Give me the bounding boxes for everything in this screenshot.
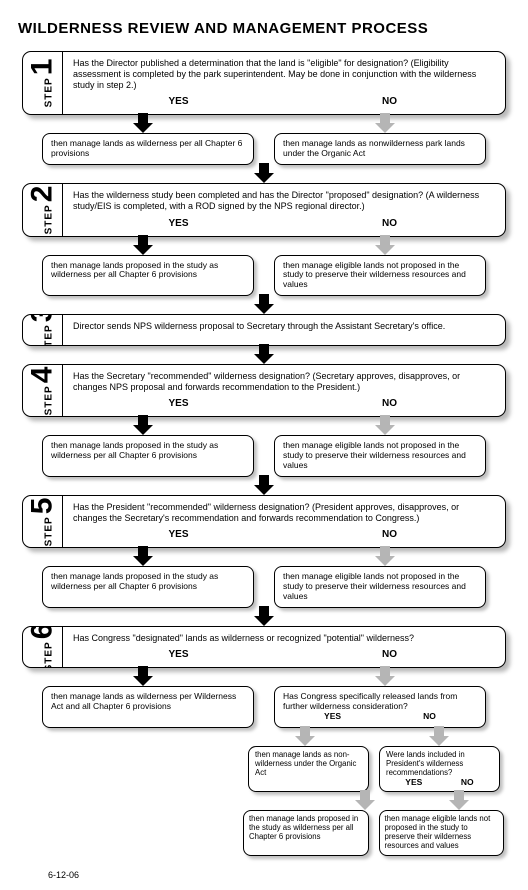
yes-label: YES <box>94 96 263 108</box>
step-label: STEP <box>44 77 55 107</box>
step-6-question: Has Congress "designated" lands as wilde… <box>73 633 495 644</box>
step-6-no-question: Has Congress specifically released lands… <box>274 686 486 727</box>
no-label: NO <box>305 96 474 108</box>
flowchart: STEP 1 Has the Director published a dete… <box>18 51 510 856</box>
arrow-row <box>18 115 510 133</box>
step-3-tab: STEP 3 <box>23 315 63 345</box>
no-label: NO <box>423 712 436 722</box>
step-5-no-outcome: then manage eligible lands not proposed … <box>274 566 486 607</box>
step-5-tab: STEP 5 <box>23 496 63 548</box>
step-6-final-no: then manage eligible lands not proposed … <box>379 810 505 856</box>
yes-label: YES <box>94 398 263 410</box>
step-4-question: Has the Secretary "recommended" wilderne… <box>73 371 495 393</box>
step-6-no-text: Has Congress specifically released lands… <box>283 692 477 712</box>
no-label: NO <box>305 529 474 541</box>
step-5-yes-outcome: then manage lands proposed in the study … <box>42 566 254 607</box>
step-number: 2 <box>28 185 58 202</box>
no-label: NO <box>461 778 474 788</box>
page-title: WILDERNESS REVIEW AND MANAGEMENT PROCESS <box>18 20 510 37</box>
step-number: 1 <box>28 59 58 76</box>
step-3-box: STEP 3 Director sends NPS wilderness pro… <box>22 314 506 346</box>
step-label: STEP <box>44 324 55 346</box>
step-label: STEP <box>44 641 55 668</box>
step-6-tab: STEP 6 <box>23 627 63 668</box>
no-label: NO <box>305 218 474 230</box>
step-label: STEP <box>44 204 55 234</box>
step-6-yes-outcome: then manage lands as wilderness per Wild… <box>42 686 254 727</box>
step-1-question: Has the Director published a determinati… <box>73 58 495 90</box>
step-label: STEP <box>44 385 55 415</box>
yes-label: YES <box>94 649 263 661</box>
step-number: 4 <box>28 366 58 383</box>
step-3-text: Director sends NPS wilderness proposal t… <box>73 321 495 332</box>
step-number: 6 <box>28 626 58 640</box>
yes-label: YES <box>94 218 263 230</box>
outcome-row: then manage lands as wilderness per all … <box>18 133 510 165</box>
step-6-sub-yes: then manage lands as non-wilderness unde… <box>248 746 369 793</box>
no-label: NO <box>305 649 474 661</box>
step-1-no-outcome: then manage lands as nonwilderness park … <box>274 133 486 165</box>
step-1-tab: STEP 1 <box>23 52 63 114</box>
step-4-no-outcome: then manage eligible lands not proposed … <box>274 435 486 476</box>
step-6-sub-no-question: Were lands included in President's wilde… <box>379 746 500 793</box>
no-label: NO <box>305 398 474 410</box>
step-6-box: STEP 6 Has Congress "designated" lands a… <box>22 626 506 669</box>
step-1-box: STEP 1 Has the Director published a dete… <box>22 51 506 115</box>
step-4-yes-outcome: then manage lands proposed in the study … <box>42 435 254 476</box>
footer-date: 6-12-06 <box>48 870 510 880</box>
step-1-yes-outcome: then manage lands as wilderness per all … <box>42 133 254 165</box>
step-6-sub-no-text: Were lands included in President's wilde… <box>386 751 493 778</box>
step-5-question: Has the President "recommended" wilderne… <box>73 502 495 524</box>
step-2-tab: STEP 2 <box>23 184 63 236</box>
yes-label: YES <box>405 778 422 788</box>
yes-label: YES <box>324 712 341 722</box>
step-4-tab: STEP 4 <box>23 365 63 417</box>
step-5-box: STEP 5 Has the President "recommended" w… <box>22 495 506 549</box>
step-2-box: STEP 2 Has the wilderness study been com… <box>22 183 506 237</box>
step-number: 3 <box>28 314 58 322</box>
step-2-question: Has the wilderness study been completed … <box>73 190 495 212</box>
step-label: STEP <box>44 516 55 546</box>
yes-label: YES <box>94 529 263 541</box>
step-2-no-outcome: then manage eligible lands not proposed … <box>274 255 486 296</box>
step-2-yes-outcome: then manage lands proposed in the study … <box>42 255 254 296</box>
step-4-box: STEP 4 Has the Secretary "recommended" w… <box>22 364 506 418</box>
step-6-final-yes: then manage lands proposed in the study … <box>243 810 369 856</box>
step-number: 5 <box>28 497 58 514</box>
